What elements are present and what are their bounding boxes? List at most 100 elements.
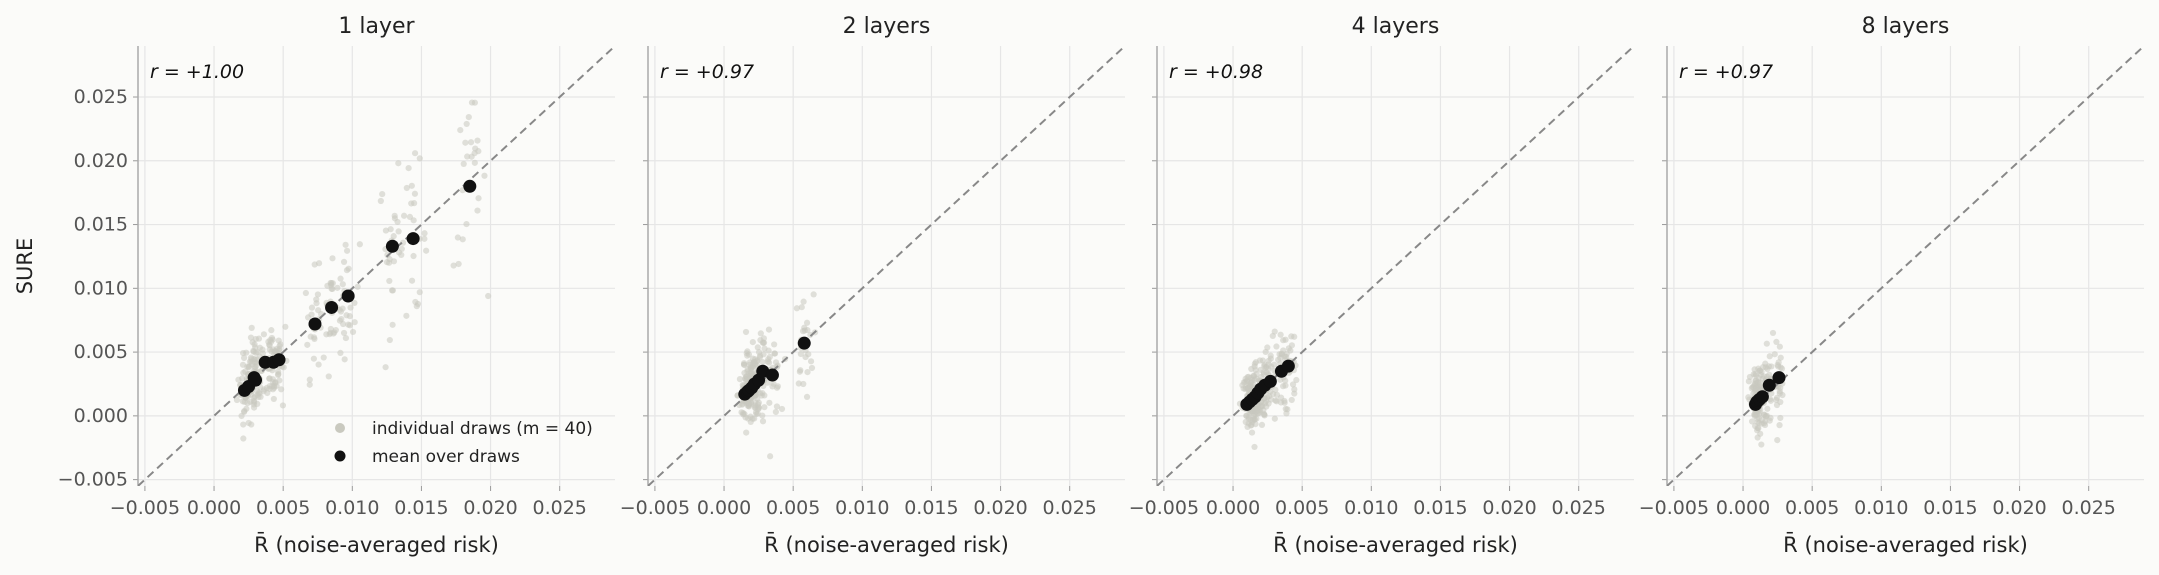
draw-point	[244, 363, 251, 370]
draw-point	[754, 395, 761, 402]
x-tick-label: 0.020	[463, 497, 517, 519]
draw-point	[275, 370, 282, 378]
draw-point	[1265, 357, 1272, 364]
x-tick-label: 0.000	[1206, 497, 1260, 519]
draw-point	[1777, 414, 1784, 422]
draw-point	[255, 389, 262, 396]
draw-point	[803, 393, 811, 401]
draw-point	[1754, 419, 1761, 426]
draw-point	[796, 368, 803, 375]
draw-point	[269, 379, 277, 386]
draw-point	[1760, 411, 1768, 418]
draw-point	[1288, 342, 1296, 349]
draw-point	[241, 354, 248, 362]
draw-point	[1244, 385, 1251, 392]
x-tick-label: 0.015	[394, 497, 448, 519]
draw-point	[377, 197, 384, 205]
draw-point	[1764, 405, 1771, 412]
draw-point	[1777, 354, 1784, 361]
draw-point	[464, 153, 471, 160]
draw-point	[346, 322, 354, 329]
mean-point	[797, 336, 811, 350]
y-tick-label: 0.020	[74, 150, 128, 172]
draw-point	[307, 333, 314, 340]
x-axis-label: R̄ (noise-averaged risk)	[254, 532, 499, 557]
draw-point	[268, 327, 275, 334]
mean-point	[1762, 378, 1776, 392]
draw-point	[248, 324, 255, 331]
draw-point	[1252, 359, 1260, 366]
draw-point	[749, 339, 756, 346]
draw-point	[1271, 328, 1278, 335]
x-tick-label: 0.020	[973, 497, 1027, 519]
legend-marker-draws	[335, 423, 345, 433]
draw-point	[406, 213, 414, 221]
draw-point	[746, 361, 753, 368]
draw-point	[306, 381, 313, 388]
draw-point	[341, 356, 348, 363]
draw-point	[313, 300, 320, 307]
draw-point	[331, 329, 338, 336]
draw-point	[1250, 413, 1257, 420]
draw-point	[773, 403, 781, 410]
draw-point	[1278, 350, 1285, 357]
draw-point	[1251, 443, 1258, 451]
draw-point	[1282, 336, 1289, 343]
mean-point	[341, 289, 355, 303]
draw-point	[1291, 333, 1298, 340]
draw-point	[342, 241, 349, 248]
draw-point	[408, 277, 416, 284]
draw-point	[1282, 382, 1289, 389]
draw-point	[804, 369, 811, 376]
draw-point	[745, 399, 752, 407]
draw-point	[757, 330, 764, 337]
draw-point	[337, 349, 344, 357]
draw-point	[799, 328, 807, 335]
draw-point	[778, 405, 786, 413]
draw-point	[1248, 429, 1256, 436]
x-axis-label: R̄ (noise-averaged risk)	[1783, 532, 2028, 557]
r-value: r = +1.00	[150, 61, 244, 83]
draw-point	[304, 341, 311, 348]
draw-point	[411, 190, 419, 197]
draw-point	[1769, 329, 1777, 337]
panel-title: 2 layers	[843, 14, 931, 39]
draw-point	[248, 421, 255, 428]
draw-point	[400, 212, 408, 219]
draw-point	[398, 245, 405, 252]
draw-point	[1267, 352, 1274, 359]
draw-point	[765, 347, 772, 354]
draw-point	[1263, 369, 1270, 376]
draw-point	[774, 383, 781, 390]
x-tick-label: −0.005	[1129, 497, 1199, 519]
draw-point	[314, 291, 321, 298]
draw-point	[416, 155, 423, 162]
draw-point	[382, 364, 389, 371]
panel-4: −0.005 0.000 0.005 0.010 0.015 0.020 0.025 8 la…	[1639, 14, 2144, 557]
draw-point	[771, 350, 778, 357]
draw-point	[413, 303, 420, 310]
draw-point	[740, 361, 748, 368]
draw-point	[1262, 348, 1269, 356]
draw-point	[743, 429, 750, 436]
draw-point	[340, 329, 348, 337]
draw-point	[1277, 399, 1285, 406]
x-tick-label: 0.005	[1785, 497, 1839, 519]
draw-point	[379, 190, 386, 198]
x-tick-label: 0.000	[1716, 497, 1770, 519]
draw-point	[754, 410, 761, 417]
draw-point	[1248, 365, 1255, 373]
y-tick-label: −0.005	[58, 469, 128, 491]
draw-point	[471, 159, 478, 166]
draw-point	[1293, 376, 1300, 384]
draw-point	[450, 262, 457, 269]
draw-point	[1773, 338, 1780, 346]
draw-point	[454, 234, 461, 241]
draw-point	[474, 137, 481, 144]
draw-point	[485, 292, 492, 300]
draw-point	[1776, 422, 1783, 429]
draw-point	[345, 265, 352, 272]
draw-point	[421, 235, 428, 242]
draw-point	[463, 220, 470, 228]
